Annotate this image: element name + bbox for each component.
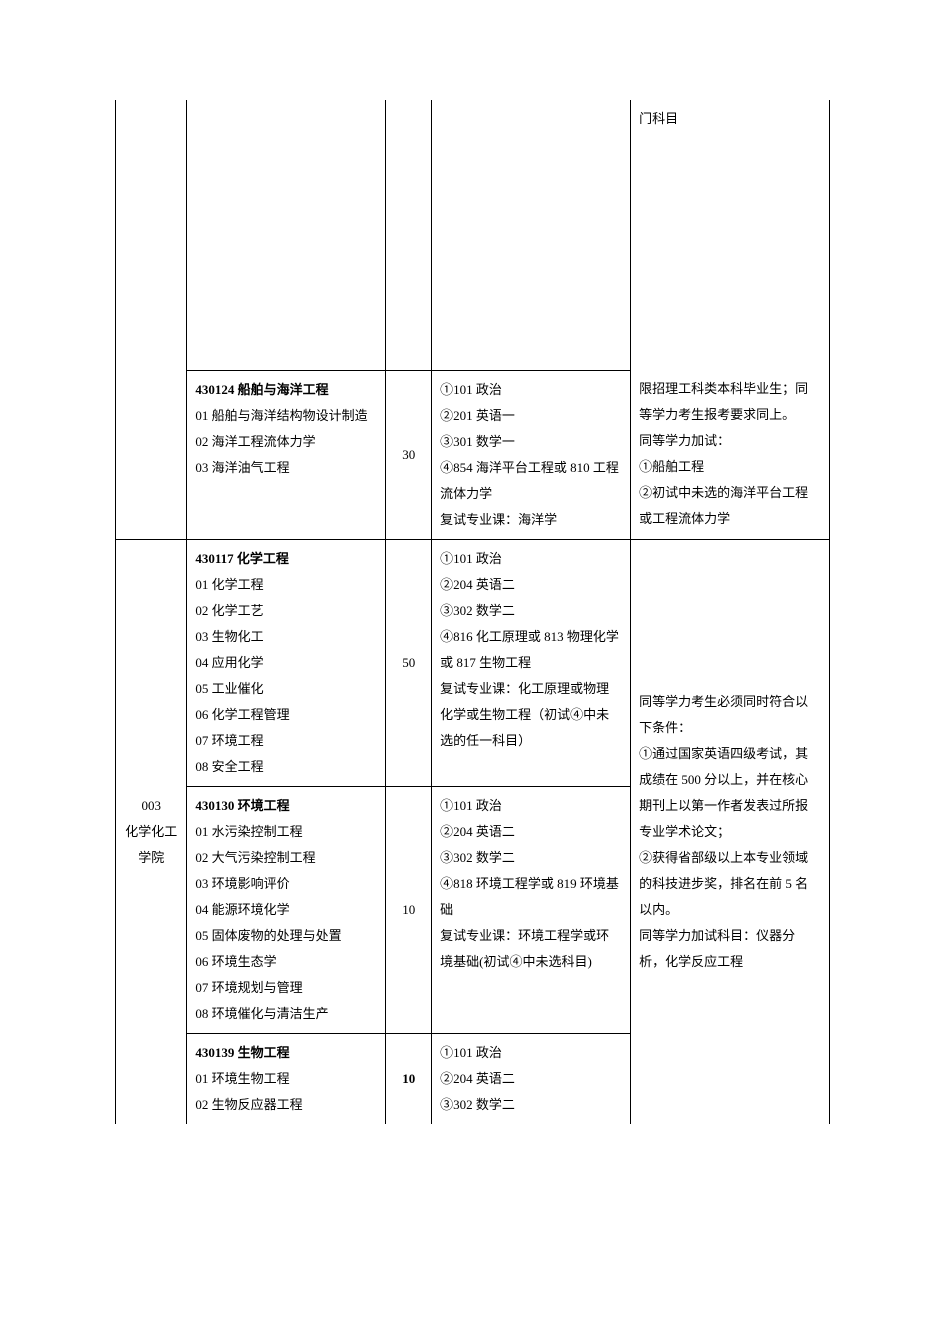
subjects-cell: ①101 政治 ②201 英语一 ③301 数学一 ④854 海洋平台工程或 8…	[432, 370, 631, 539]
quota-cell: 10	[386, 786, 432, 1033]
direction-item: 03 环境影响评价	[195, 871, 377, 897]
notes-line: ①船舶工程	[639, 454, 821, 480]
direction-item: 07 环境规划与管理	[195, 975, 377, 1001]
subjects-cell: ①101 政治 ②204 英语二 ③302 数学二 ④816 化工原理或 813…	[432, 539, 631, 786]
direction-item: 02 化学工艺	[195, 598, 377, 624]
subject-item: ④854 海洋平台工程或 810 工程流体力学	[440, 455, 622, 507]
major-cell: 430124 船舶与海洋工程 01 船舶与海洋结构物设计制造 02 海洋工程流体…	[187, 370, 386, 539]
subjects-cell	[432, 100, 631, 370]
major-title: 430124 船舶与海洋工程	[195, 382, 328, 397]
subject-item: ④818 环境工程学或 819 环境基础	[440, 871, 622, 923]
notes-line: 同等学力考生必须同时符合以下条件：	[639, 689, 821, 741]
notes-line: 限招理工科类本科毕业生；同等学力考生报考要求同上。	[639, 376, 821, 428]
subject-item: 复试专业课：化工原理或物理化学或生物工程（初试④中未选的任一科目）	[440, 676, 622, 754]
subject-item: ③301 数学一	[440, 429, 622, 455]
direction-item: 06 化学工程管理	[195, 702, 377, 728]
notes-line: ②获得省部级以上本专业领域的科技进步奖，排名在前 5 名以内。	[639, 845, 821, 923]
direction-item: 03 海洋油气工程	[195, 455, 377, 481]
subject-item: ③302 数学二	[440, 1092, 622, 1118]
subject-item: 复试专业课：海洋学	[440, 507, 622, 533]
subject-item: ③302 数学二	[440, 845, 622, 871]
subjects-cell: ①101 政治 ②204 英语二 ③302 数学二 ④818 环境工程学或 81…	[432, 786, 631, 1033]
direction-item: 05 工业催化	[195, 676, 377, 702]
dept-cell	[116, 100, 187, 370]
subject-item: ②204 英语二	[440, 572, 622, 598]
direction-item: 01 船舶与海洋结构物设计制造	[195, 403, 377, 429]
direction-item: 04 应用化学	[195, 650, 377, 676]
program-catalog-table: 门科目 430124 船舶与海洋工程 01 船舶与海洋结构物设计制造 02 海洋…	[115, 100, 830, 1124]
dept-code: 003	[124, 793, 178, 819]
subjects-cell: ①101 政治 ②204 英语二 ③302 数学二	[432, 1033, 631, 1124]
direction-item: 05 固体废物的处理与处置	[195, 923, 377, 949]
direction-item: 01 环境生物工程	[195, 1066, 377, 1092]
direction-item: 01 化学工程	[195, 572, 377, 598]
notes-text: 门科目	[639, 111, 678, 126]
subject-item: ②204 英语二	[440, 1066, 622, 1092]
notes-line: 同等学力加试：	[639, 428, 821, 454]
subject-item: ②201 英语一	[440, 403, 622, 429]
major-title: 430139 生物工程	[195, 1045, 289, 1060]
quota-cell	[386, 100, 432, 370]
direction-item: 01 水污染控制工程	[195, 819, 377, 845]
major-cell: 430130 环境工程 01 水污染控制工程 02 大气污染控制工程 03 环境…	[187, 786, 386, 1033]
notes-line: 同等学力加试科目：仪器分析，化学反应工程	[639, 923, 821, 975]
dept-cell	[116, 370, 187, 539]
direction-item: 08 安全工程	[195, 754, 377, 780]
table-row: 门科目	[116, 100, 830, 370]
subject-item: 复试专业课：环境工程学或环境基础(初试④中未选科目)	[440, 923, 622, 975]
quota-value: 10	[402, 1071, 415, 1086]
subject-item: ①101 政治	[440, 793, 622, 819]
dept-cell: 003 化学化工学院	[116, 539, 187, 1124]
subject-item: ③302 数学二	[440, 598, 622, 624]
subject-item: ①101 政治	[440, 377, 622, 403]
table-body: 门科目 430124 船舶与海洋工程 01 船舶与海洋结构物设计制造 02 海洋…	[116, 100, 830, 1124]
table-row: 430124 船舶与海洋工程 01 船舶与海洋结构物设计制造 02 海洋工程流体…	[116, 370, 830, 539]
subject-item: ②204 英语二	[440, 819, 622, 845]
quota-value: 50	[402, 655, 415, 670]
subject-item: ④816 化工原理或 813 物理化学或 817 生物工程	[440, 624, 622, 676]
direction-item: 04 能源环境化学	[195, 897, 377, 923]
notes-cell: 限招理工科类本科毕业生；同等学力考生报考要求同上。 同等学力加试： ①船舶工程 …	[631, 370, 830, 539]
direction-item: 02 生物反应器工程	[195, 1092, 377, 1118]
major-title: 430130 环境工程	[195, 798, 289, 813]
subject-item: ①101 政治	[440, 546, 622, 572]
direction-item: 02 海洋工程流体力学	[195, 429, 377, 455]
notes-cell: 同等学力考生必须同时符合以下条件： ①通过国家英语四级考试，其成绩在 500 分…	[631, 539, 830, 1124]
quota-value: 30	[402, 447, 415, 462]
quota-cell: 50	[386, 539, 432, 786]
subject-item: ①101 政治	[440, 1040, 622, 1066]
notes-cell: 门科目	[631, 100, 830, 370]
quota-cell: 30	[386, 370, 432, 539]
quota-cell: 10	[386, 1033, 432, 1124]
quota-value: 10	[402, 902, 415, 917]
direction-item: 06 环境生态学	[195, 949, 377, 975]
major-title: 430117 化学工程	[195, 551, 289, 566]
major-cell: 430139 生物工程 01 环境生物工程 02 生物反应器工程	[187, 1033, 386, 1124]
major-cell	[187, 100, 386, 370]
dept-name: 化学化工学院	[124, 819, 178, 871]
major-cell: 430117 化学工程 01 化学工程 02 化学工艺 03 生物化工 04 应…	[187, 539, 386, 786]
direction-item: 08 环境催化与清洁生产	[195, 1001, 377, 1027]
direction-item: 03 生物化工	[195, 624, 377, 650]
direction-item: 02 大气污染控制工程	[195, 845, 377, 871]
notes-line: ②初试中未选的海洋平台工程或工程流体力学	[639, 480, 821, 532]
direction-item: 07 环境工程	[195, 728, 377, 754]
notes-line: ①通过国家英语四级考试，其成绩在 500 分以上，并在核心期刊上以第一作者发表过…	[639, 741, 821, 845]
table-row: 003 化学化工学院 430117 化学工程 01 化学工程 02 化学工艺 0…	[116, 539, 830, 786]
